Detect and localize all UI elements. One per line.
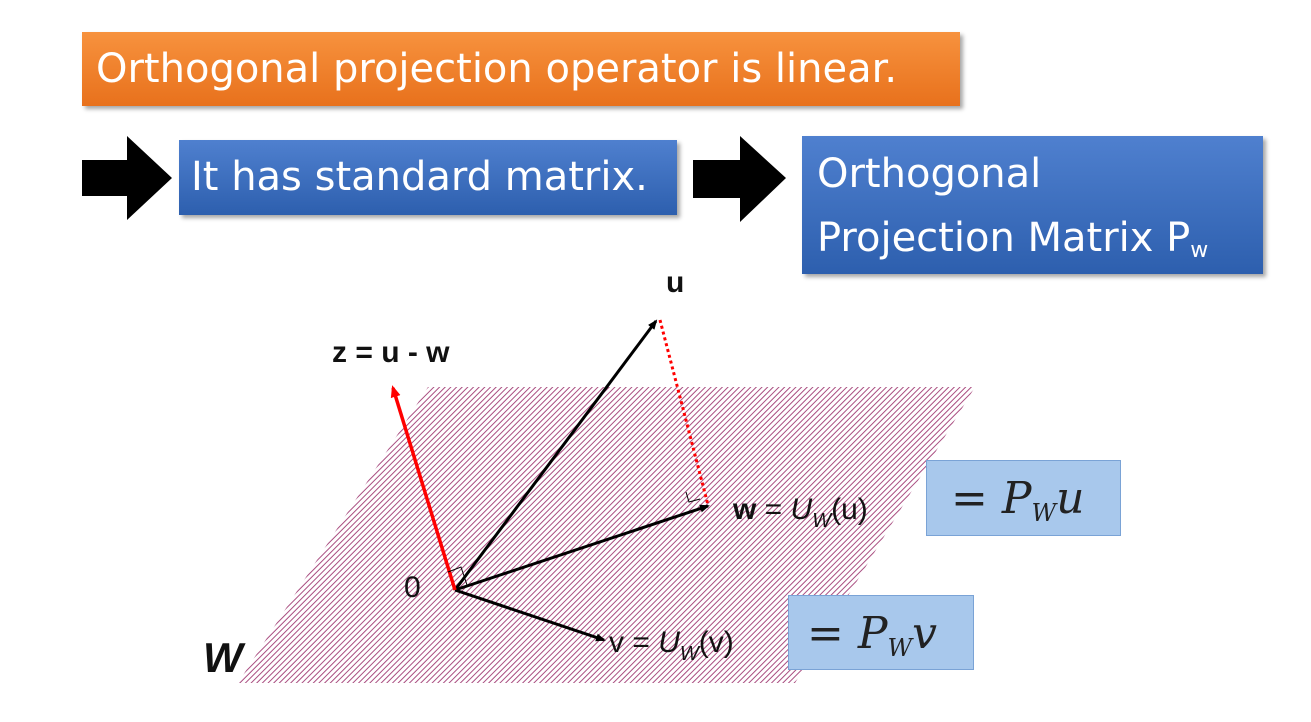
right-angle-mark-origin <box>447 566 468 586</box>
title-text: Orthogonal projection operator is linear… <box>96 46 898 92</box>
projection-matrix-box: Orthogonal Projection Matrix Pw <box>802 136 1263 274</box>
v-label: v = UW(v) <box>609 626 734 665</box>
pw-v-box: = PWv <box>788 595 974 670</box>
pw-u-box: = PWu <box>926 460 1121 536</box>
w-label: w = UW(u) <box>732 493 868 532</box>
dotted-projection-line <box>658 319 710 506</box>
block-arrow-middle <box>693 136 786 222</box>
projection-matrix-line2: Projection Matrix Pw <box>817 215 1209 263</box>
projection-matrix-line1: Orthogonal <box>817 151 1042 197</box>
z-label: z = u - w <box>332 336 450 369</box>
vector-v <box>454 588 606 642</box>
vector-u <box>453 319 658 591</box>
standard-matrix-box: It has standard matrix. <box>179 140 677 215</box>
standard-matrix-text: It has standard matrix. <box>191 154 648 200</box>
u-label: u <box>666 266 684 299</box>
title-box: Orthogonal projection operator is linear… <box>82 32 960 106</box>
origin-label: 0 <box>404 571 421 604</box>
plane-label: W <box>203 634 246 681</box>
right-angle-mark-w <box>685 491 701 503</box>
vector-z <box>390 385 457 591</box>
block-arrow-left <box>82 136 172 220</box>
vector-w <box>454 504 710 592</box>
